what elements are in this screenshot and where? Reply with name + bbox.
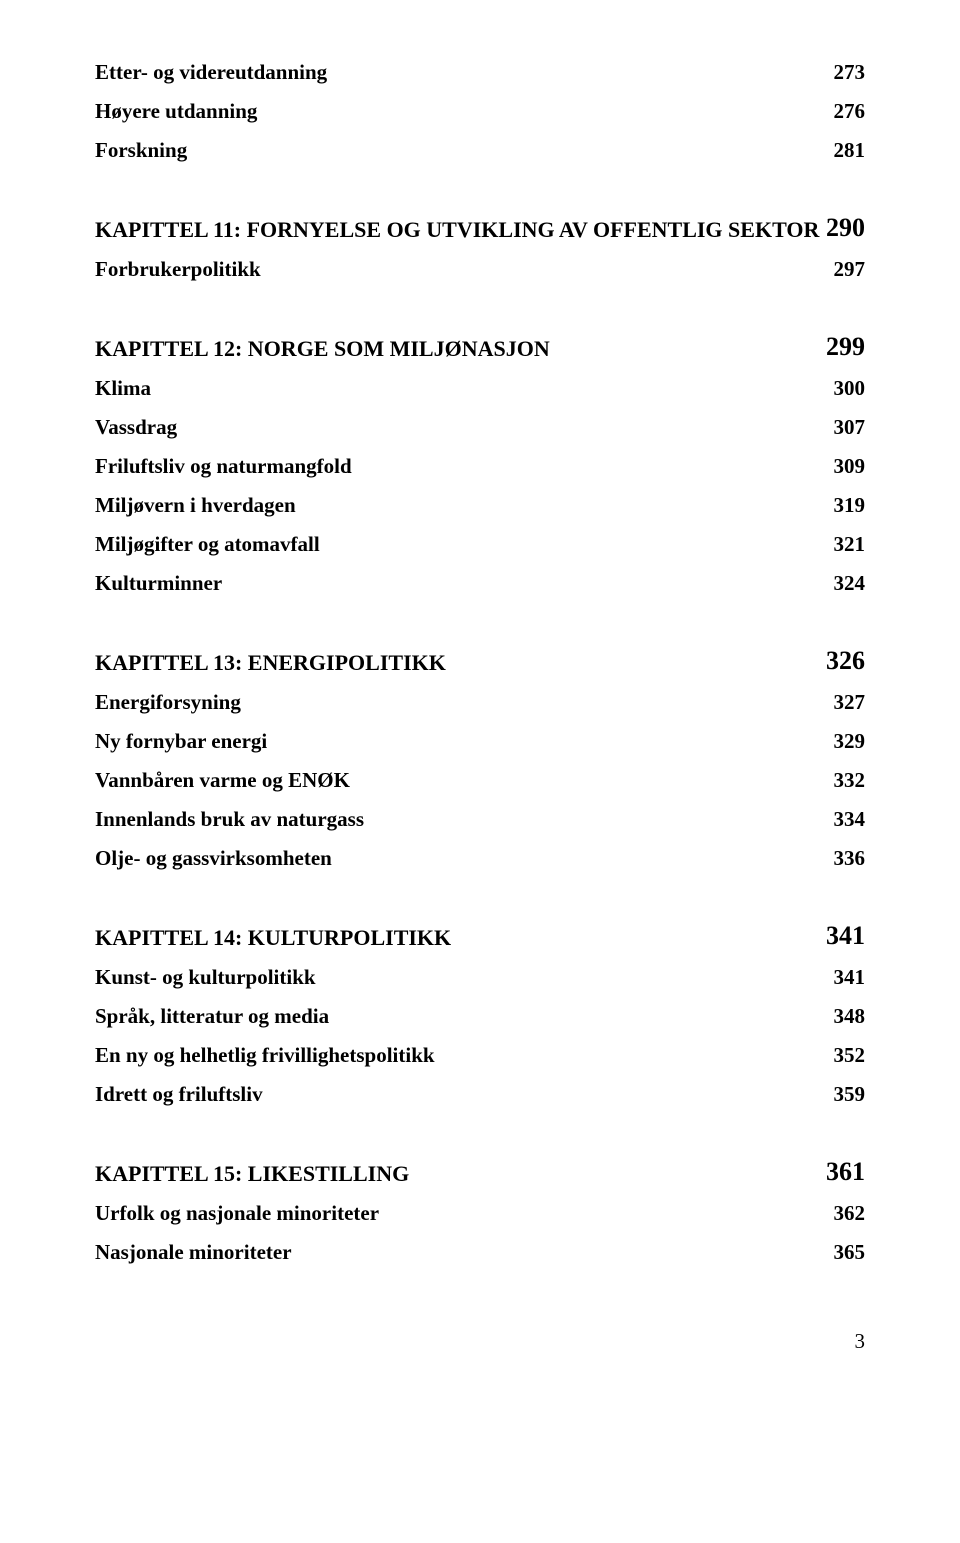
- toc-page: 329: [834, 729, 866, 754]
- toc-entry: Språk, litteratur og media 348: [95, 1004, 865, 1029]
- toc-page: 326: [826, 646, 865, 676]
- toc-label: Innenlands bruk av naturgass: [95, 807, 364, 832]
- toc-entry: KAPITTEL 13: ENERGIPOLITIKK 326: [95, 646, 865, 676]
- toc-page: 276: [834, 99, 866, 124]
- toc-label: Høyere utdanning: [95, 99, 257, 124]
- toc-entry: Etter- og videreutdanning 273: [95, 60, 865, 85]
- toc-entry: Olje- og gassvirksomheten 336: [95, 846, 865, 871]
- toc-page: 365: [834, 1240, 866, 1265]
- toc-label: En ny og helhetlig frivillighetspolitikk: [95, 1043, 435, 1068]
- toc-label: Etter- og videreutdanning: [95, 60, 327, 85]
- toc-page: 300: [834, 376, 866, 401]
- toc-page: 341: [826, 921, 865, 951]
- toc-page: 281: [834, 138, 866, 163]
- toc-entry: Miljøgifter og atomavfall 321: [95, 532, 865, 557]
- toc-label: KAPITTEL 13: ENERGIPOLITIKK: [95, 650, 446, 676]
- toc-page: 332: [834, 768, 866, 793]
- toc-page: 309: [834, 454, 866, 479]
- toc-entry: KAPITTEL 11: FORNYELSE OG UTVIKLING AV O…: [95, 213, 865, 243]
- toc-label: KAPITTEL 15: LIKESTILLING: [95, 1161, 409, 1187]
- toc-label: Olje- og gassvirksomheten: [95, 846, 332, 871]
- toc-page: 362: [834, 1201, 866, 1226]
- toc-label: KAPITTEL 11: FORNYELSE OG UTVIKLING AV O…: [95, 217, 819, 243]
- table-of-contents: Etter- og videreutdanning 273 Høyere utdan…: [95, 60, 865, 1279]
- toc-label: Energiforsyning: [95, 690, 241, 715]
- toc-entry: Energiforsyning 327: [95, 690, 865, 715]
- toc-label: Friluftsliv og naturmangfold: [95, 454, 352, 479]
- toc-entry: Kulturminner 324: [95, 571, 865, 596]
- toc-entry: Innenlands bruk av naturgass 334: [95, 807, 865, 832]
- toc-page: 348: [834, 1004, 866, 1029]
- toc-label: Urfolk og nasjonale minoriteter: [95, 1201, 379, 1226]
- toc-page: 307: [834, 415, 866, 440]
- toc-entry: Kunst- og kulturpolitikk 341: [95, 965, 865, 990]
- toc-page: 334: [834, 807, 866, 832]
- toc-entry: KAPITTEL 15: LIKESTILLING 361: [95, 1157, 865, 1187]
- toc-entry: Forskning 281: [95, 138, 865, 163]
- toc-page: 327: [834, 690, 866, 715]
- toc-page: 359: [834, 1082, 866, 1107]
- toc-entry: KAPITTEL 14: KULTURPOLITIKK 341: [95, 921, 865, 951]
- toc-label: Klima: [95, 376, 151, 401]
- toc-page: 319: [834, 493, 866, 518]
- toc-page: 297: [834, 257, 866, 282]
- toc-entry: Høyere utdanning 276: [95, 99, 865, 124]
- toc-page: 352: [834, 1043, 866, 1068]
- toc-label: Forskning: [95, 138, 187, 163]
- toc-label: Ny fornybar energi: [95, 729, 267, 754]
- toc-entry: Vannbåren varme og ENØK 332: [95, 768, 865, 793]
- toc-entry: Friluftsliv og naturmangfold 309: [95, 454, 865, 479]
- toc-label: Forbrukerpolitikk: [95, 257, 261, 282]
- toc-entry: Vassdrag 307: [95, 415, 865, 440]
- toc-entry: Klima 300: [95, 376, 865, 401]
- page-number: 3: [95, 1329, 865, 1354]
- toc-page: 361: [826, 1157, 865, 1187]
- toc-page: 341: [834, 965, 866, 990]
- toc-label: Vassdrag: [95, 415, 177, 440]
- toc-entry: Ny fornybar energi 329: [95, 729, 865, 754]
- toc-page: 273: [834, 60, 866, 85]
- toc-entry: Forbrukerpolitikk 297: [95, 257, 865, 282]
- toc-label: Miljøgifter og atomavfall: [95, 532, 320, 557]
- toc-label: KAPITTEL 14: KULTURPOLITIKK: [95, 925, 451, 951]
- toc-entry: Urfolk og nasjonale minoriteter 362: [95, 1201, 865, 1226]
- toc-label: Kunst- og kulturpolitikk: [95, 965, 316, 990]
- toc-entry: KAPITTEL 12: NORGE SOM MILJØNASJON 299: [95, 332, 865, 362]
- toc-entry: En ny og helhetlig frivillighetspolitikk…: [95, 1043, 865, 1068]
- toc-label: KAPITTEL 12: NORGE SOM MILJØNASJON: [95, 336, 550, 362]
- toc-page: 321: [834, 532, 866, 557]
- toc-page: 290: [826, 213, 865, 243]
- toc-page: 324: [834, 571, 866, 596]
- toc-label: Nasjonale minoriteter: [95, 1240, 292, 1265]
- toc-page: 299: [826, 332, 865, 362]
- toc-label: Miljøvern i hverdagen: [95, 493, 296, 518]
- toc-label: Kulturminner: [95, 571, 222, 596]
- toc-entry: Nasjonale minoriteter 365: [95, 1240, 865, 1265]
- toc-label: Vannbåren varme og ENØK: [95, 768, 350, 793]
- toc-label: Idrett og friluftsliv: [95, 1082, 263, 1107]
- toc-label: Språk, litteratur og media: [95, 1004, 329, 1029]
- toc-entry: Idrett og friluftsliv 359: [95, 1082, 865, 1107]
- toc-entry: Miljøvern i hverdagen 319: [95, 493, 865, 518]
- toc-page: 336: [834, 846, 866, 871]
